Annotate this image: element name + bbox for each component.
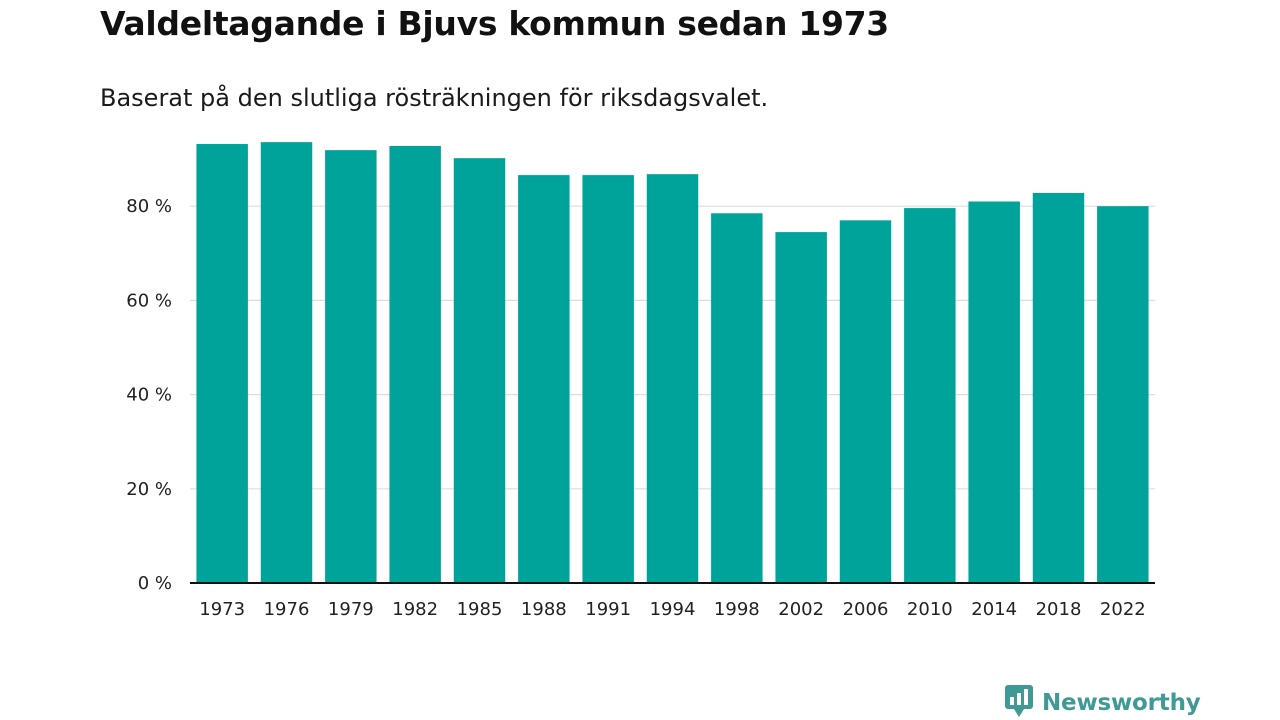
bar-1998 (711, 213, 763, 583)
bar-1985 (453, 158, 506, 583)
bar-1973 (196, 144, 248, 583)
bar-1982 (389, 145, 441, 584)
x-tick-label: 1988 (521, 599, 567, 620)
x-tick-label: 1985 (457, 599, 503, 620)
y-tick-label: 80 % (126, 196, 172, 217)
bar-1988 (518, 175, 570, 583)
bar-2022 (1097, 206, 1149, 583)
bar-chart: 0 % 20 % 40 % 60 % 80 % 1973 1976 1979 1982 1985 1… (126, 142, 1155, 620)
x-tick-label: 2014 (971, 599, 1017, 620)
brand-name: Newsworthy (1042, 690, 1201, 716)
x-tick-label: 1979 (328, 599, 374, 620)
x-tick-label: 2022 (1100, 599, 1146, 620)
y-tick-label: 60 % (126, 290, 172, 311)
bar-1976 (260, 142, 313, 584)
tick-labels: 0 % 20 % 40 % 60 % 80 % 1973 1976 1979 1982 1985 1… (126, 196, 1145, 620)
bar-2010 (904, 208, 956, 584)
x-tick-label: 1982 (392, 599, 438, 620)
x-tick-label: 2010 (907, 599, 953, 620)
bar-1979 (325, 150, 377, 583)
y-tick-label: 20 % (126, 479, 172, 500)
bar-2018 (1032, 193, 1085, 583)
bar-2014 (968, 201, 1020, 584)
x-tick-label: 1973 (199, 599, 245, 620)
y-tick-label: 0 % (138, 573, 172, 594)
x-tick-label: 2018 (1036, 599, 1082, 620)
bar-1991 (582, 175, 634, 583)
newsworthy-brand: Newsworthy (1004, 684, 1201, 720)
chart-title: Valdeltagande i Bjuvs kommun sedan 1973 (100, 4, 889, 43)
newsworthy-logo-icon (1004, 684, 1034, 720)
x-tick-label: 1998 (714, 599, 760, 620)
y-tick-label: 40 % (126, 385, 172, 406)
x-tick-label: 1991 (585, 599, 631, 620)
x-tick-label: 1994 (650, 599, 696, 620)
chart-subtitle: Baserat på den slutliga rösträkningen fö… (100, 84, 769, 112)
x-tick-label: 2002 (778, 599, 824, 620)
bar-1994 (646, 174, 699, 583)
x-tick-label: 1976 (264, 599, 310, 620)
bars (196, 142, 1149, 584)
x-tick-label: 2006 (843, 599, 889, 620)
bar-2006 (839, 220, 892, 583)
bar-2002 (775, 232, 827, 584)
